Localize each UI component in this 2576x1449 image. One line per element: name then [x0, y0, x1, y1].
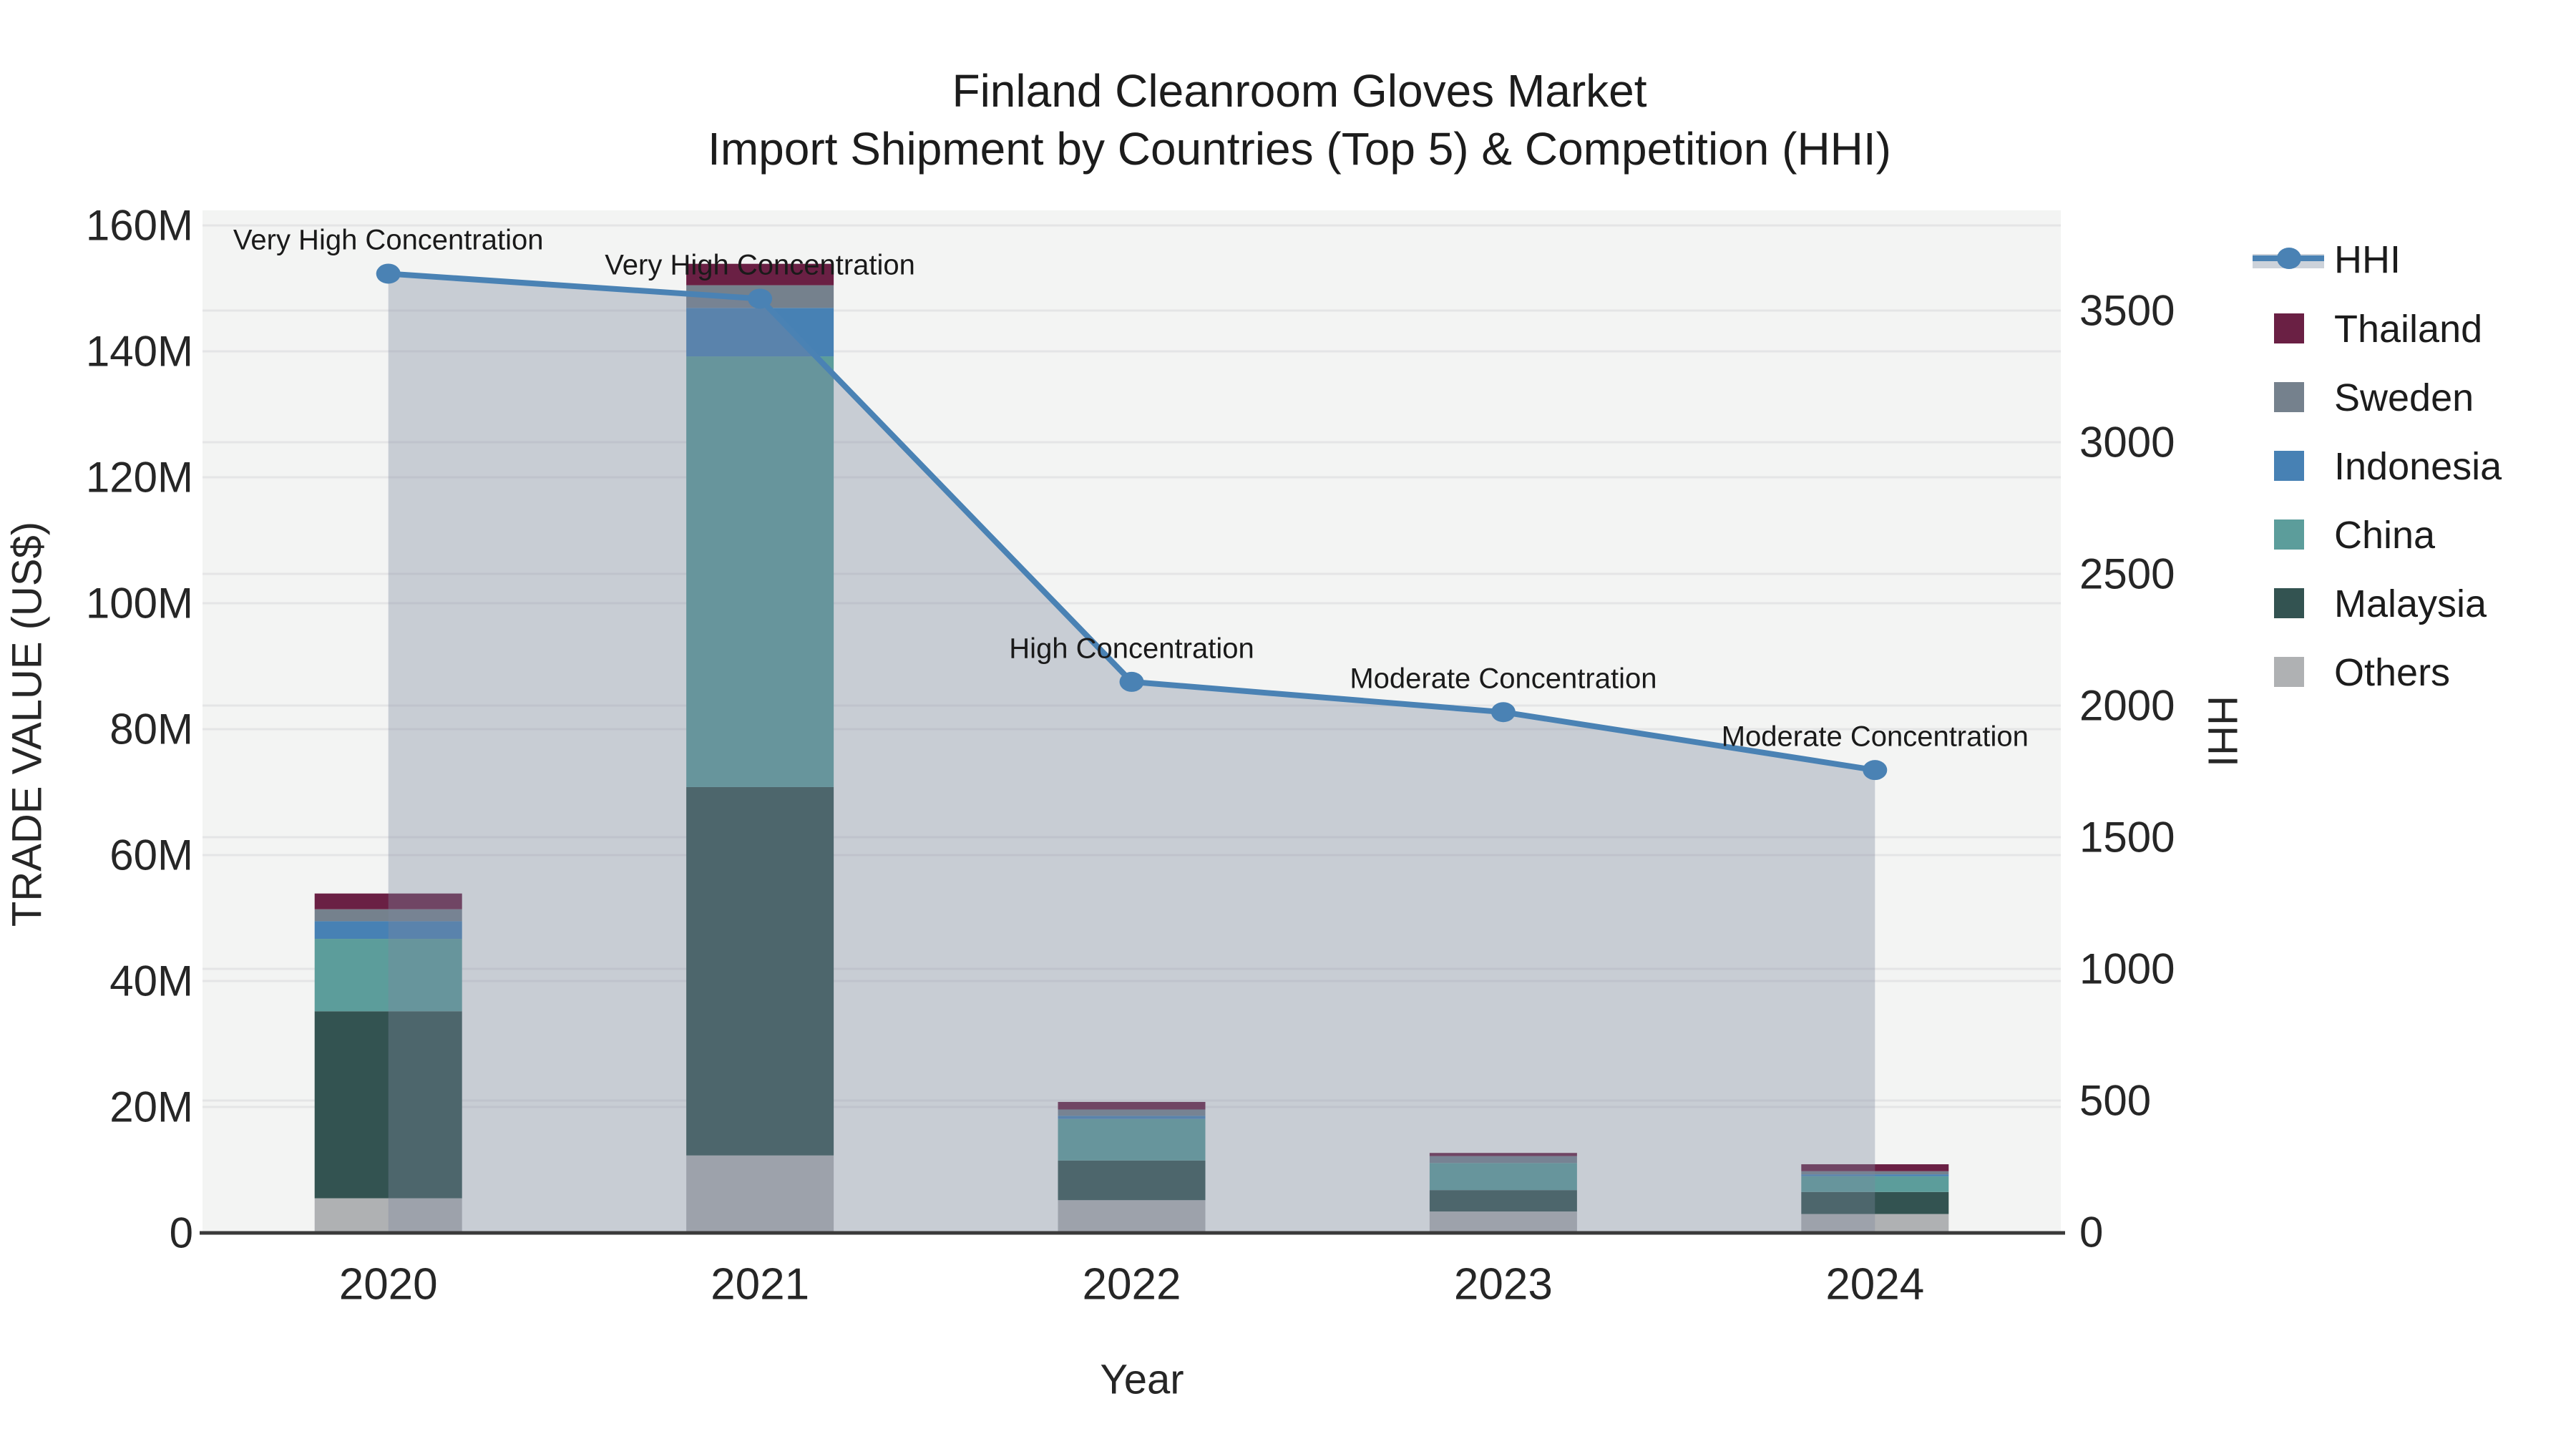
legend-swatch-malaysia: [2274, 588, 2304, 618]
x-tick-2021: 2021: [711, 1259, 810, 1309]
hhi-marker-2024: [1863, 760, 1888, 781]
legend-swatch-others: [2274, 657, 2304, 687]
hhi-marker-2023: [1491, 702, 1516, 723]
bar-2024-others: [1801, 1214, 1949, 1233]
legend-label-hhi: HHI: [2334, 238, 2401, 281]
legend-item-sweden: Sweden: [2247, 376, 2576, 419]
x-tick-2023: 2023: [1453, 1259, 1553, 1309]
y-tick-left-80M: 80M: [109, 705, 193, 753]
bar-2021-others: [686, 1155, 834, 1233]
y-tick-left-40M: 40M: [109, 957, 193, 1005]
chart-title-line2: Import Shipment by Countries (Top 5) & C…: [708, 123, 1891, 175]
y-tick-right-1500: 1500: [2079, 813, 2175, 862]
bar-2020-malaysia: [314, 1011, 462, 1199]
hhi-marker-2022: [1119, 671, 1144, 692]
legend-swatch-sweden: [2274, 382, 2304, 412]
hhi-marker-2020: [376, 263, 401, 284]
legend-hhi-marker-icon: [2277, 248, 2301, 269]
y-tick-right-1000: 1000: [2079, 945, 2175, 993]
bar-2023-others: [1429, 1211, 1577, 1233]
bar-2022-thailand: [1058, 1101, 1206, 1110]
bar-2022-malaysia: [1058, 1160, 1206, 1201]
bar-2022-others: [1058, 1200, 1206, 1233]
legend-label-china: China: [2334, 514, 2436, 557]
annotation-2020: Very High Concentration: [233, 224, 544, 256]
bar-2024-thailand: [1801, 1164, 1949, 1171]
legend-label-indonesia: Indonesia: [2334, 445, 2502, 488]
legend-item-hhi: HHI: [2247, 238, 2576, 281]
legend-label-sweden: Sweden: [2334, 376, 2474, 419]
bar-2020-sweden: [314, 909, 462, 922]
bar-2021-china: [686, 356, 834, 787]
legend-item-malaysia: Malaysia: [2247, 582, 2576, 625]
bar-2020-china: [314, 939, 462, 1012]
legend-swatch-thailand: [2274, 313, 2304, 343]
y-axis-title-right: HHI: [2199, 696, 2246, 767]
bar-2023-malaysia: [1429, 1190, 1577, 1212]
x-tick-2022: 2022: [1082, 1259, 1181, 1309]
hhi-marker-2021: [748, 288, 773, 309]
y-tick-right-3500: 3500: [2079, 286, 2175, 335]
annotation-2021: Very High Concentration: [605, 249, 915, 281]
annotation-2023: Moderate Concentration: [1350, 663, 1657, 695]
legend-item-thailand: Thailand: [2247, 308, 2576, 351]
hhi-area: [388, 273, 1875, 1234]
y-axis-title-left: TRADE VALUE (US$): [4, 521, 51, 927]
y-tick-left-120M: 120M: [85, 453, 193, 502]
y-tick-left-60M: 60M: [109, 831, 193, 879]
plot-background: [203, 210, 2061, 1233]
chart-title-line1: Finland Cleanroom Gloves Market: [952, 65, 1647, 117]
legend-swatch-indonesia: [2274, 451, 2304, 481]
bar-2024-sweden: [1801, 1171, 1949, 1175]
y-tick-right-3000: 3000: [2079, 418, 2175, 467]
annotation-2022: High Concentration: [1009, 633, 1254, 665]
y-tick-right-2500: 2500: [2079, 550, 2175, 598]
bar-2024-indonesia: [1801, 1174, 1949, 1176]
bar-2022-sweden: [1058, 1109, 1206, 1116]
y-tick-left-140M: 140M: [85, 327, 193, 376]
y-tick-right-2000: 2000: [2079, 681, 2175, 730]
legend-swatch-china: [2274, 519, 2304, 550]
bar-2020-others: [314, 1198, 462, 1233]
bar-2023-thailand: [1429, 1153, 1577, 1156]
legend-label-others: Others: [2334, 651, 2451, 694]
bar-2024-china: [1801, 1176, 1949, 1192]
bar-2022-indonesia: [1058, 1116, 1206, 1119]
bar-2024-malaysia: [1801, 1191, 1949, 1214]
x-tick-2020: 2020: [338, 1259, 438, 1309]
annotation-2024: Moderate Concentration: [1721, 721, 2029, 753]
y-tick-left-0: 0: [169, 1209, 193, 1257]
legend-item-others: Others: [2247, 651, 2576, 694]
legend-label-thailand: Thailand: [2334, 308, 2483, 351]
bar-2022-china: [1058, 1118, 1206, 1161]
y-tick-right-500: 500: [2079, 1076, 2152, 1125]
x-tick-2024: 2024: [1825, 1259, 1925, 1309]
legend-item-china: China: [2247, 514, 2576, 557]
bar-2023-sweden: [1429, 1156, 1577, 1163]
bar-2021-malaysia: [686, 786, 834, 1156]
y-tick-left-160M: 160M: [85, 201, 193, 250]
x-axis-title: Year: [1100, 1356, 1184, 1403]
y-tick-left-100M: 100M: [85, 579, 193, 628]
legend-label-malaysia: Malaysia: [2334, 582, 2487, 625]
bar-2020-thailand: [314, 893, 462, 909]
bar-2021-thailand: [686, 263, 834, 286]
bar-2020-indonesia: [314, 921, 462, 940]
bar-2023-china: [1429, 1163, 1577, 1191]
legend-item-indonesia: Indonesia: [2247, 445, 2576, 488]
y-tick-right-0: 0: [2079, 1208, 2104, 1257]
y-tick-left-20M: 20M: [109, 1083, 193, 1131]
